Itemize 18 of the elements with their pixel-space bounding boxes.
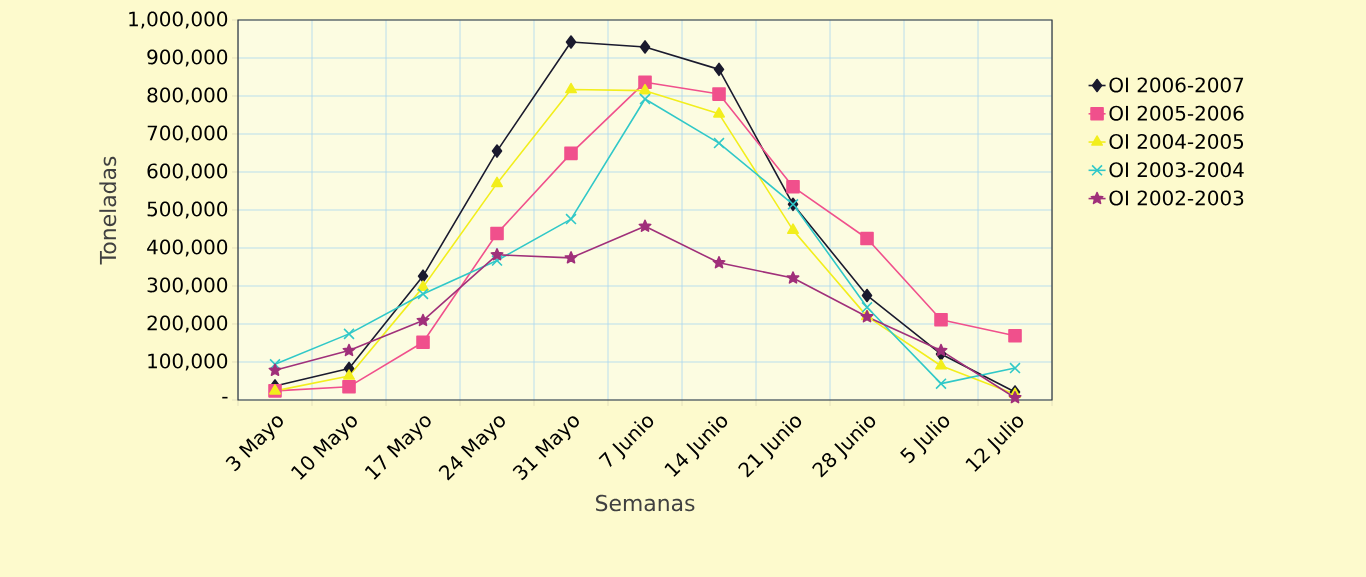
- y-tick-label: 100,000: [148, 353, 228, 371]
- y-tick-label: -: [222, 396, 228, 399]
- y-tick-label: 800,000: [147, 87, 228, 105]
- y-tick-label: 300,000: [147, 277, 228, 295]
- legend-label: OI 2005-2006: [1109, 105, 1244, 121]
- x-axis-title: Semanas: [595, 494, 695, 512]
- y-tick-label: 200,000: [147, 315, 228, 333]
- y-tick-label: 900,000: [147, 49, 228, 67]
- legend-label: OI 2002-2003: [1109, 190, 1244, 206]
- y-tick-label: 700,000: [147, 125, 228, 143]
- y-tick-label: 600,000: [147, 163, 228, 181]
- y-tick-label: 500,000: [147, 201, 228, 219]
- legend-label: OI 2006-2007: [1109, 77, 1244, 93]
- y-tick-label: 400,000: [147, 239, 228, 257]
- y-axis-title: Toneladas: [99, 156, 117, 265]
- legend-label: OI 2004-2005: [1109, 133, 1244, 149]
- y-tick-label: 1,000,000: [129, 11, 228, 29]
- legend-label: OI 2003-2004: [1109, 162, 1244, 178]
